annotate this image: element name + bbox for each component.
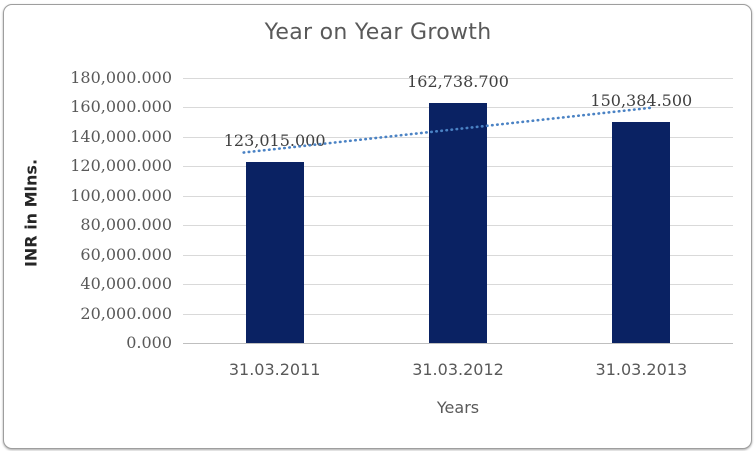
y-axis-tick-label: 180,000.000 — [70, 68, 172, 87]
y-axis-tick-label: 0.000 — [126, 333, 172, 352]
chart-title: Year on Year Growth — [264, 20, 492, 45]
x-axis-category-label: 31.03.2012 — [412, 360, 504, 379]
bar — [612, 121, 671, 343]
x-axis-line — [183, 343, 733, 344]
x-axis-category-label: 31.03.2013 — [595, 360, 688, 379]
y-axis-tick-label: 20,000.000 — [80, 303, 172, 323]
bar-data-label: 123,015.000 — [223, 130, 326, 150]
y-axis-tick-label: 100,000.000 — [70, 185, 172, 205]
x-axis-title: Years — [436, 398, 480, 417]
y-axis-tick-label: 120,000.000 — [70, 156, 172, 176]
bar-data-label: 150,384.500 — [590, 90, 693, 110]
y-axis-tick-label: 80,000.000 — [80, 215, 172, 235]
bar — [429, 103, 487, 343]
y-axis-tick-label: 140,000.000 — [70, 126, 172, 146]
y-axis-tick-label: 60,000.000 — [80, 244, 172, 264]
x-axis-category-label: 31.03.2011 — [228, 360, 321, 379]
y-axis-title: INR in Mlns. — [21, 158, 41, 268]
bar — [245, 161, 304, 343]
gridline — [183, 78, 733, 79]
bar-data-label: 162,738.700 — [407, 72, 509, 92]
y-axis-tick-label: 40,000.000 — [80, 274, 172, 294]
y-axis-tick-label: 160,000.000 — [70, 97, 172, 117]
